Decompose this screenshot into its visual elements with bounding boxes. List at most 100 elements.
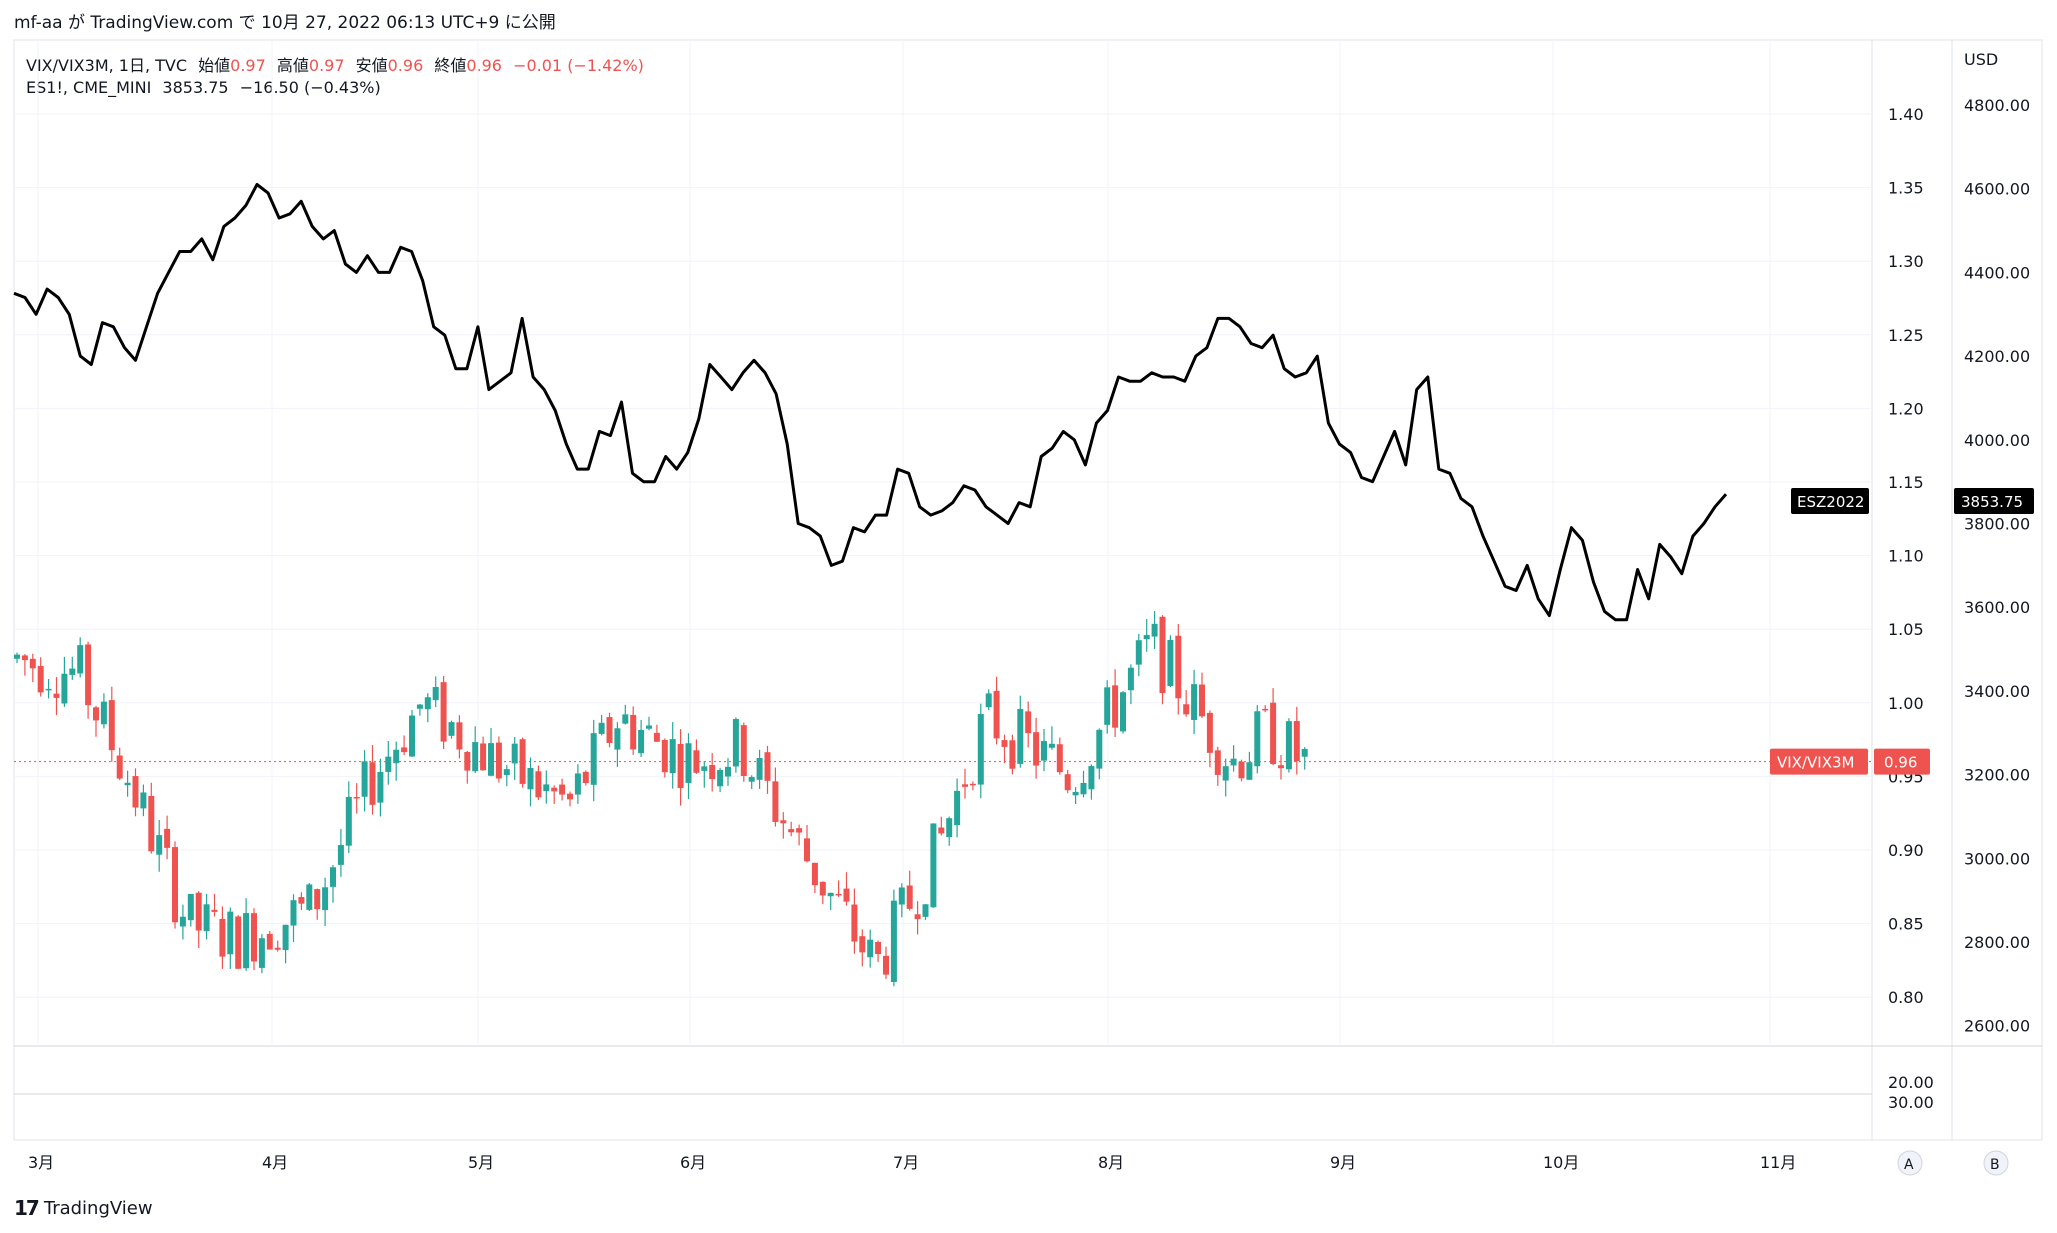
chart-frame bbox=[13, 39, 2043, 1141]
candle-body bbox=[203, 904, 210, 932]
close-value: 0.96 bbox=[466, 56, 502, 75]
candle-body bbox=[37, 666, 44, 693]
candle-body bbox=[1159, 616, 1166, 694]
publish-info: が TradingView.com で 10月 27, 2022 06:13 U… bbox=[68, 13, 556, 33]
left-axis-tick-label: 1.40 bbox=[1888, 105, 1924, 124]
candle-body bbox=[45, 688, 52, 691]
candle-body bbox=[416, 704, 423, 709]
candle-body bbox=[464, 751, 471, 771]
candle-body bbox=[772, 781, 779, 822]
currency-label: USD bbox=[1964, 50, 1998, 69]
candle-body bbox=[488, 743, 494, 776]
left-axis-tick-label: 1.15 bbox=[1888, 473, 1924, 492]
candle-body bbox=[448, 722, 455, 736]
candle-body bbox=[179, 916, 186, 927]
candle-body bbox=[353, 797, 360, 799]
candle-body bbox=[1127, 667, 1134, 691]
candle-body bbox=[409, 715, 415, 757]
candle-body bbox=[1199, 684, 1205, 717]
candle-body bbox=[985, 693, 992, 708]
candle-body bbox=[606, 717, 613, 743]
candle-body bbox=[598, 722, 605, 734]
brand-name: TradingView bbox=[43, 1197, 153, 1219]
right-axis-tick-label: 3400.00 bbox=[1964, 682, 2030, 701]
main-symbol[interactable]: VIX/VIX3M, 1日, TVC bbox=[26, 56, 188, 75]
candle-body bbox=[590, 733, 597, 785]
candle-body bbox=[393, 749, 400, 764]
candle-body bbox=[551, 787, 558, 792]
tradingview-logo[interactable]: 17 TradingView bbox=[14, 1196, 153, 1220]
candle-body bbox=[1009, 740, 1016, 769]
candle-body bbox=[187, 893, 194, 921]
left-axis-tick-label: 1.05 bbox=[1888, 620, 1924, 639]
time-axis-label: 8月 bbox=[1098, 1153, 1124, 1172]
candle-body bbox=[1112, 685, 1119, 728]
candle-body bbox=[472, 742, 479, 772]
candle-body bbox=[962, 784, 968, 787]
chart-canvas[interactable]: 1.401.351.301.251.201.151.101.051.000.95… bbox=[0, 0, 2057, 1185]
compare-change: −16.50 (−0.43%) bbox=[239, 78, 381, 97]
vix-ratio-price-text: 0.96 bbox=[1884, 754, 1917, 772]
candle-body bbox=[725, 766, 731, 777]
candle-body bbox=[717, 769, 724, 787]
candle-body bbox=[1254, 711, 1261, 767]
candle-body bbox=[780, 820, 787, 824]
candle-body bbox=[567, 793, 573, 800]
candle-body bbox=[646, 725, 652, 729]
candle-body bbox=[804, 838, 810, 862]
candle-body bbox=[282, 924, 289, 951]
pane-a-button[interactable] bbox=[1897, 1150, 1923, 1176]
candle-body bbox=[843, 888, 850, 902]
candle-body bbox=[1301, 748, 1308, 757]
candle-body bbox=[1080, 782, 1087, 795]
right-axis-tick-label: 4200.00 bbox=[1964, 347, 2030, 366]
candle-body bbox=[630, 714, 637, 750]
low-label: 安値 bbox=[355, 56, 388, 75]
candle-body bbox=[274, 947, 281, 950]
candle-body bbox=[29, 658, 36, 669]
esz2022-name-tag bbox=[1791, 488, 1869, 515]
compare-symbol[interactable]: ES1!, CME_MINI bbox=[26, 78, 152, 97]
candle-body bbox=[1270, 702, 1277, 765]
sub-pane-tick-label: 20.00 bbox=[1888, 1073, 1934, 1092]
left-axis-tick-label: 1.25 bbox=[1888, 326, 1924, 345]
candle-body bbox=[369, 762, 376, 805]
candle-body bbox=[306, 884, 313, 910]
pane-b-button[interactable] bbox=[1983, 1150, 2009, 1176]
candle-body bbox=[677, 743, 684, 789]
candle-body bbox=[946, 818, 953, 838]
candle-body bbox=[61, 673, 68, 704]
right-axis-tick-label: 3000.00 bbox=[1964, 849, 2030, 868]
candle-body bbox=[851, 904, 858, 942]
main-series-legend[interactable]: VIX/VIX3M, 1日, TVC 始値0.97 高値0.97 安値0.96 … bbox=[26, 52, 644, 76]
candle-body bbox=[867, 939, 874, 958]
es-futures-line[interactable] bbox=[13, 183, 1728, 622]
candle-body bbox=[266, 933, 273, 950]
candle-body bbox=[424, 697, 431, 710]
time-axis-label: 5月 bbox=[468, 1153, 494, 1172]
candle-body bbox=[85, 644, 92, 706]
candle-body bbox=[69, 668, 76, 675]
right-axis-tick-label: 4400.00 bbox=[1964, 263, 2030, 282]
candle-body bbox=[977, 714, 984, 785]
candle-body bbox=[954, 790, 961, 826]
time-axis-label: 7月 bbox=[893, 1153, 919, 1172]
candle-body bbox=[1056, 744, 1063, 773]
time-axis-label: 10月 bbox=[1543, 1153, 1579, 1172]
compare-series-legend[interactable]: ES1!, CME_MINI 3853.75 −16.50 (−0.43%) bbox=[26, 78, 381, 97]
candle-body bbox=[440, 682, 447, 742]
candle-body bbox=[938, 827, 945, 834]
left-axis-tick-label: 1.00 bbox=[1888, 694, 1924, 713]
pane-a-label: A bbox=[1904, 1157, 1914, 1173]
candle-body bbox=[930, 823, 937, 908]
author-name[interactable]: mf-aa bbox=[14, 13, 63, 33]
time-axis-label: 4月 bbox=[262, 1153, 288, 1172]
candle-body bbox=[1025, 711, 1032, 734]
candle-body bbox=[235, 916, 242, 969]
candle-body bbox=[906, 885, 913, 909]
candle-body bbox=[922, 904, 929, 917]
candle-body bbox=[1293, 721, 1300, 762]
candle-body bbox=[53, 693, 60, 698]
candle-body bbox=[827, 892, 834, 897]
candle-body bbox=[527, 767, 534, 790]
